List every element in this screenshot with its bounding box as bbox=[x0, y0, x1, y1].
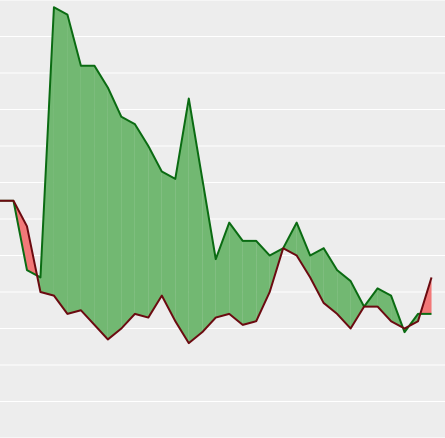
fill-above-segment bbox=[121, 116, 135, 329]
fill-above-segment bbox=[53, 7, 68, 314]
fill-above-segment bbox=[134, 124, 149, 318]
fill-above-segment bbox=[148, 146, 162, 318]
fill-above-segment bbox=[215, 222, 230, 318]
fill-above-segment bbox=[94, 65, 108, 340]
fill-above-segment bbox=[80, 65, 95, 325]
fill-above-segment bbox=[337, 270, 351, 329]
fill-above-segment bbox=[296, 222, 311, 278]
fill-above-segment bbox=[256, 240, 270, 322]
fill-above-segment bbox=[67, 14, 81, 314]
fill-above-segment bbox=[161, 171, 176, 322]
series-line-red bbox=[0, 199, 433, 345]
fill-above-segment bbox=[242, 240, 257, 325]
fill-above-segment bbox=[377, 288, 392, 322]
fill-above-segment bbox=[310, 248, 324, 303]
series-lines bbox=[0, 6, 433, 345]
fill-above-segment bbox=[350, 281, 365, 329]
fill-above-segment bbox=[107, 87, 122, 340]
fill-above-segment bbox=[202, 178, 216, 333]
fill-above-segment bbox=[323, 248, 338, 314]
fill-above-segment bbox=[229, 222, 243, 325]
series-line-green bbox=[0, 6, 432, 334]
